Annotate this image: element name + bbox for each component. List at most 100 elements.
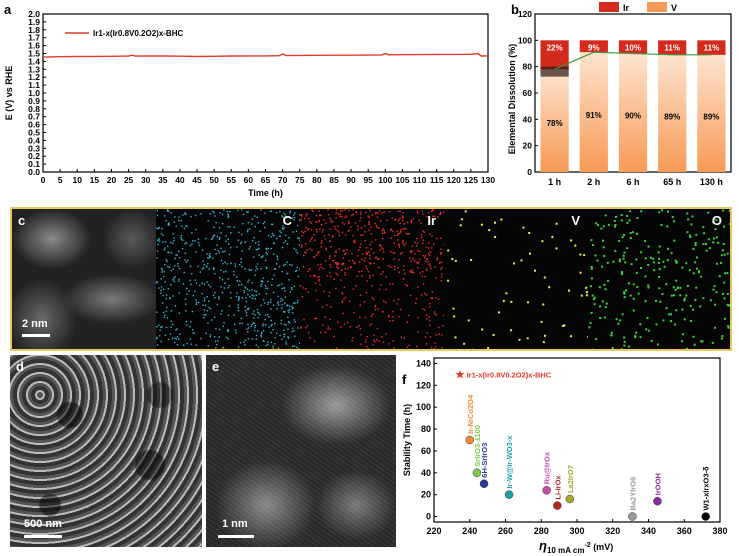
dot-field [156, 209, 300, 349]
y-tick-label-a: 0.9 [28, 96, 40, 106]
dot-field [447, 210, 588, 349]
y-tick-label-a: 1.8 [28, 25, 40, 35]
data-point-label: Ba2YIrO6 [628, 477, 637, 511]
x-tick-label-a: 50 [209, 175, 219, 185]
x-tick-label-a: 105 [395, 175, 409, 185]
x-tick-label-a: 5 [58, 175, 63, 185]
data-point [653, 496, 662, 506]
y-tick-label-a: 0.3 [28, 143, 40, 153]
data-point-label: La2IrO7 [566, 465, 575, 493]
element-label-ir: Ir [427, 213, 436, 228]
panel-c-row: c 2 nm C Ir V O [10, 207, 732, 351]
x-tick-label-a: 115 [430, 175, 444, 185]
y-tick-label-a: 0.6 [28, 120, 40, 130]
y-tick-label-b: 80 [523, 62, 533, 72]
element-label-o: O [711, 213, 722, 228]
star-marker: ★ [455, 367, 466, 381]
bar-v [697, 54, 726, 172]
y-tick-label-b: 20 [523, 141, 533, 151]
element-map-o: O [588, 209, 730, 349]
y-tick-label-f: 100 [416, 402, 431, 412]
bar-v [579, 52, 608, 172]
y-tick-label-a: 2.0 [28, 9, 40, 19]
x-tick-label-a: 90 [346, 175, 356, 185]
y-tick-label-b: 100 [518, 35, 532, 45]
data-point [472, 468, 482, 478]
dot-field [300, 209, 444, 349]
x-tick-label-f: 260 [498, 526, 513, 536]
y-tick-label-a: 0.1 [28, 159, 40, 169]
y-tick-label-b: 60 [523, 88, 533, 98]
chart-a: a 0 5 10 15 20 25 30 35 40 45 50 55 60 65 70 75 80 85 90 95 1… [4, 2, 495, 198]
panel-label-d: d [16, 359, 24, 374]
bar-ir [540, 40, 569, 70]
x-tick-label-b: 65 h [663, 177, 681, 187]
x-tick-label-f: 340 [641, 526, 656, 536]
data-point [628, 512, 637, 521]
bar-label-v: 91% [586, 111, 602, 120]
y-tick-label-b: 0 [527, 167, 532, 177]
data-point-label: W1-xIrxO3-δ [702, 466, 711, 511]
y-tick-label-a: 1.6 [28, 41, 40, 51]
data-point-label: 6H-SrIrO3 [480, 443, 489, 478]
x-tick-label-a: 60 [244, 175, 254, 185]
dot-field [588, 209, 730, 349]
legend-label-a: Ir1-x(Ir0.8V0.2O2)x-BHC [93, 29, 183, 38]
chart-f: f 220 240 260 280 300 320 340 360 380 0 20 40 60 80 100… [402, 357, 728, 555]
data-point-label: Li-IrOx [553, 475, 562, 500]
x-tick-label-b: 6 h [626, 177, 639, 187]
x-tick-label-a: 125 [464, 175, 478, 185]
x-tick-label-b: 1 h [548, 177, 561, 187]
y-tick-label-a: 0.0 [28, 167, 40, 177]
y-tick-label-a: 1.5 [28, 49, 40, 59]
x-tick-label-a: 95 [363, 175, 373, 185]
x-tick-label-a: 120 [447, 175, 461, 185]
legend-label-ir: Ir [623, 3, 630, 13]
y-tick-label-a: 1.2 [28, 72, 40, 82]
x-tick-label-a: 45 [192, 175, 202, 185]
y-tick-label-a: 1.4 [28, 56, 40, 66]
x-tick-label-b: 130 h [700, 177, 723, 187]
scale-bar-d [24, 535, 62, 538]
x-tick-label-a: 10 [72, 175, 82, 185]
bar-label-ir: 9% [588, 43, 600, 52]
panel-label-c: c [18, 213, 26, 228]
x-tick-label-a: 15 [90, 175, 100, 185]
y-tick-label-a: 1.7 [28, 33, 40, 43]
x-tick-label-a: 110 [413, 175, 427, 185]
scale-bar-e [218, 535, 254, 538]
x-tick-label-a: 35 [158, 175, 168, 185]
element-label-v: V [571, 213, 580, 228]
y-tick-label-f: 140 [416, 358, 431, 368]
legend-label-v: V [671, 3, 677, 13]
data-point [542, 486, 551, 495]
x-tick-label-b: 2 h [587, 177, 600, 187]
x-tick-label-a: 25 [124, 175, 134, 185]
y-axis-label-a: E (V) vs RHE [4, 66, 14, 121]
y-tick-label-f: 0 [426, 512, 431, 522]
y-axis-label-b: Elemental Dissolution (%) [507, 44, 517, 155]
x-tick-label-a: 20 [107, 175, 117, 185]
x-tick-label-a: 80 [312, 175, 322, 185]
data-point-label: SrIrO3-1100 [473, 425, 482, 467]
y-tick-label-a: 0.5 [28, 128, 40, 138]
x-tick-label-f: 220 [426, 526, 441, 536]
x-tick-label-a: 65 [261, 175, 271, 185]
bar-v-shade [540, 66, 569, 77]
data-point [479, 479, 489, 488]
panel-label-b: b [511, 2, 519, 17]
element-label-c: C [282, 213, 292, 228]
data-point [504, 490, 514, 499]
y-tick-label-a: 1.3 [28, 64, 40, 74]
bar-v [658, 54, 687, 172]
data-point [553, 501, 562, 510]
bar-label-v: 78% [547, 119, 563, 128]
legend-swatch-ir [599, 2, 619, 12]
x-tick-label-f: 280 [534, 526, 549, 536]
x-tick-label-a: 75 [295, 175, 305, 185]
data-point-label: Ir-NiCo2O4 [466, 394, 475, 434]
y-tick-label-a: 0.8 [28, 104, 40, 114]
bar-v [618, 53, 648, 172]
y-tick-label-b: 120 [518, 9, 532, 19]
trend-line-b [554, 51, 712, 70]
